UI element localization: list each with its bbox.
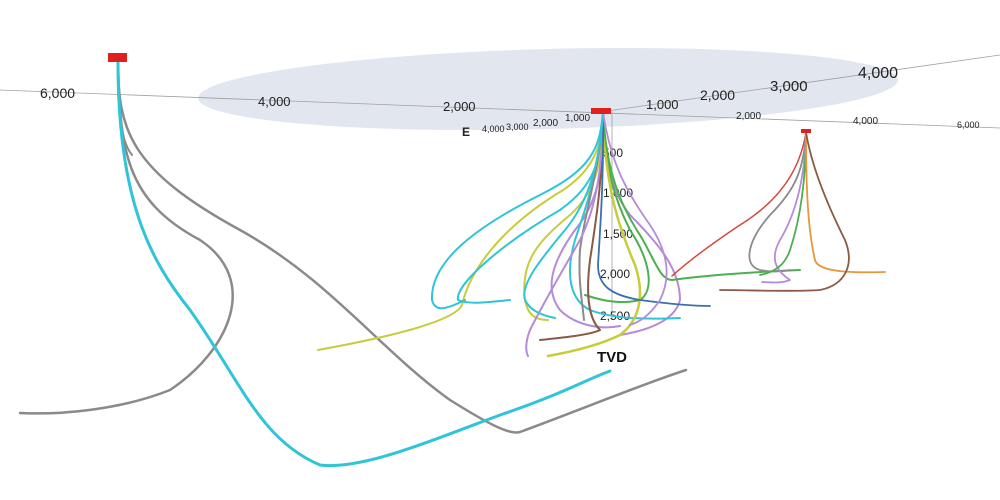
well-purple-right — [761, 131, 807, 284]
x-tick-1000-right: 1,000 — [646, 97, 679, 112]
well-brown-1 — [539, 111, 604, 341]
y-tick-2000: 2,000 — [700, 87, 735, 103]
surface-plane — [198, 47, 898, 131]
well-yellow-1 — [317, 111, 604, 351]
x-tick-6000: 6,000 — [40, 85, 75, 101]
well-grey-right — [748, 131, 807, 273]
x-axis-line — [0, 89, 1000, 129]
well-red-right — [671, 131, 807, 277]
well-yellow-2 — [523, 111, 604, 321]
well-cyan-1 — [430, 111, 604, 310]
y-tick-3000: 3,000 — [770, 78, 808, 95]
well-purple-4 — [602, 111, 668, 326]
x-near-tick-1000: 1,000 — [565, 113, 590, 124]
r-tick-2000: 2,000 — [736, 111, 761, 122]
wellhead-right — [801, 129, 811, 133]
wellhead-center — [591, 108, 611, 114]
x-near-tick-2000: 2,000 — [533, 118, 558, 129]
left-pad-wells — [18, 60, 688, 468]
x-near-tick-4000: 4,000 — [482, 124, 505, 134]
well-green-1 — [584, 111, 650, 304]
well-cyan-4 — [523, 111, 604, 319]
y-axis-line — [599, 54, 1000, 113]
x-near-tick-3000: 3,000 — [506, 122, 529, 132]
well-brown-right — [719, 131, 850, 292]
r-tick-4000: 4,000 — [853, 116, 878, 127]
central-pad-wells — [317, 110, 801, 358]
depth-tick-2000: 2,000 — [600, 267, 630, 281]
y-tick-4000: 4,000 — [858, 65, 898, 82]
r-tick-6000: 6,000 — [957, 120, 980, 130]
well-blue-1 — [597, 111, 711, 307]
axis-label-depth: TVD — [597, 349, 627, 366]
well-green-2 — [602, 111, 801, 281]
x-tick-4000: 4,000 — [258, 94, 291, 109]
well-cyan-left — [116, 60, 612, 468]
depth-tick-1500: 1,500 — [603, 227, 633, 241]
wellhead-left — [108, 53, 127, 62]
well-orange-right — [805, 131, 886, 274]
well-yellow-3 — [546, 110, 642, 358]
well-grey-left-b — [116, 60, 688, 434]
well-green-right — [759, 131, 807, 276]
axis-label-east: E — [462, 125, 470, 139]
well-grey-left-a — [18, 60, 234, 415]
x-tick-2000: 2,000 — [443, 99, 476, 114]
well-purple-3 — [525, 111, 604, 357]
right-pad-wells — [671, 131, 886, 292]
